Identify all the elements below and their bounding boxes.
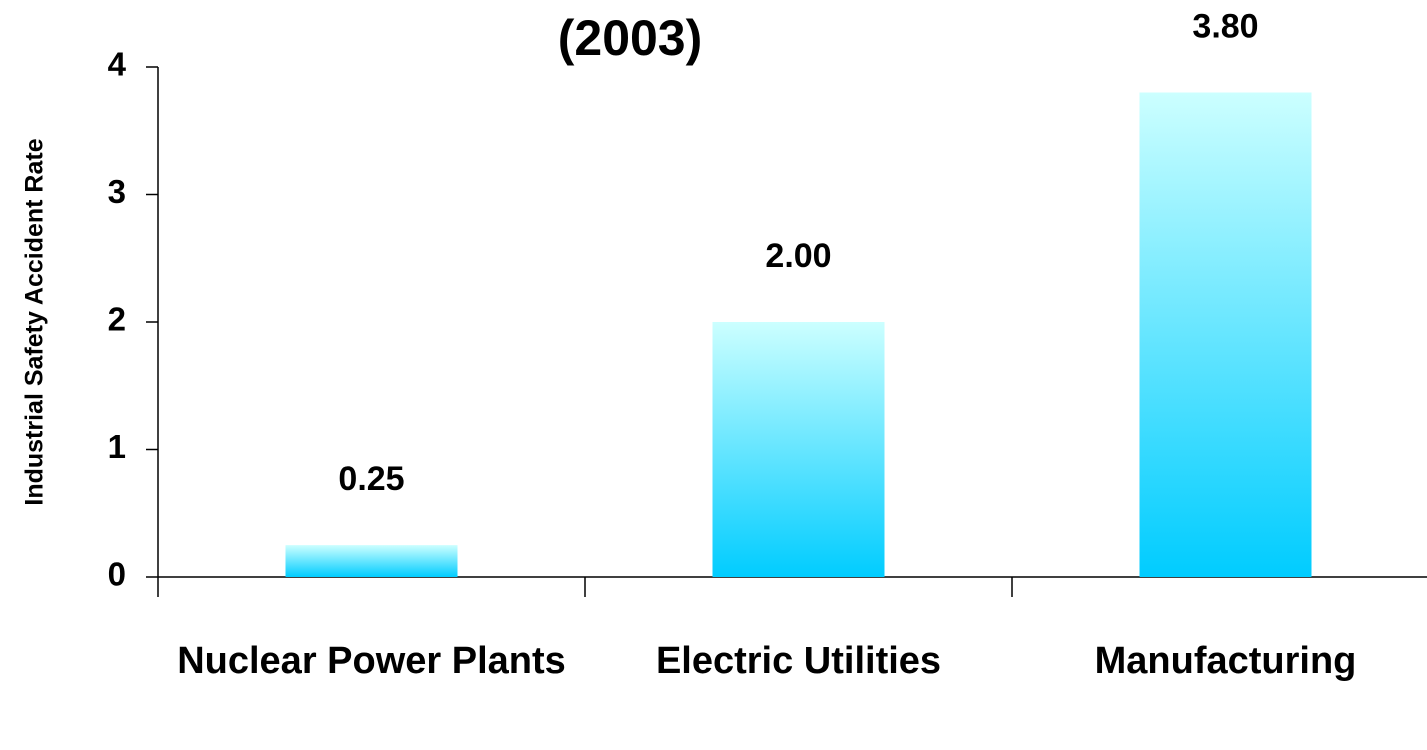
x-tick-label: Manufacturing	[1095, 640, 1357, 682]
bar	[1139, 92, 1312, 577]
y-axis-label: Industrial Safety Accident Rate	[21, 138, 49, 505]
x-tick-label: Nuclear Power Plants	[177, 640, 566, 682]
y-tick-label: 4	[108, 46, 127, 83]
bar	[285, 545, 458, 577]
y-tick-label: 0	[108, 556, 126, 593]
value-label: 2.00	[765, 237, 831, 275]
value-label: 3.80	[1192, 7, 1258, 45]
y-tick-label: 3	[108, 173, 126, 210]
y-tick-label: 2	[108, 301, 126, 338]
value-label: 0.25	[338, 460, 404, 498]
chart-title: (2003)	[558, 10, 703, 66]
x-tick-label: Electric Utilities	[656, 640, 941, 682]
y-tick-label: 1	[108, 428, 126, 465]
bar	[712, 322, 885, 577]
